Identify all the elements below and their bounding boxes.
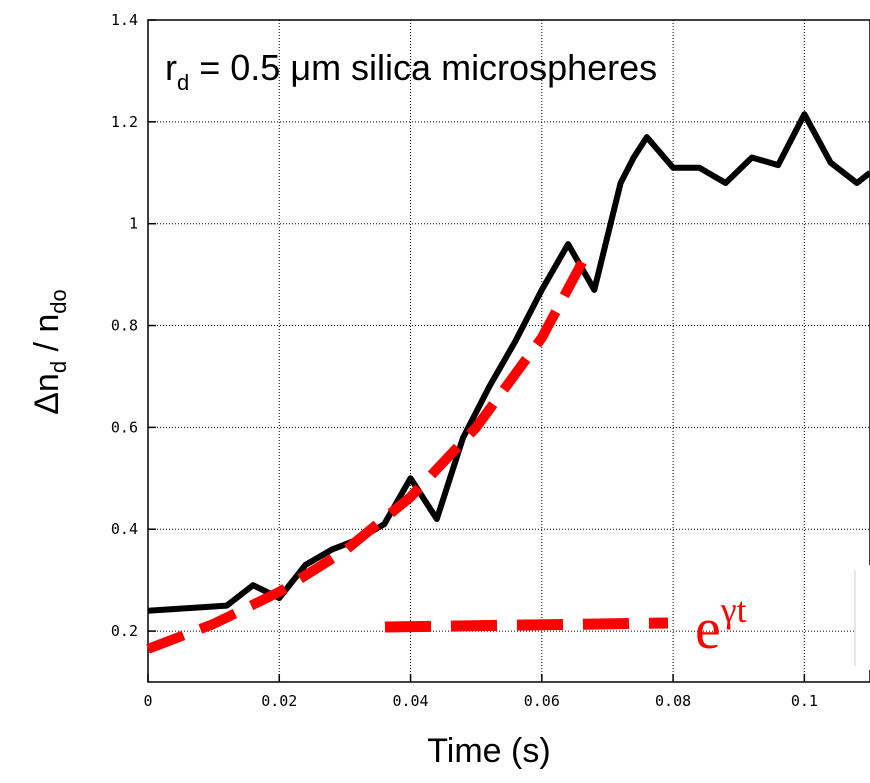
y-tick-label: 0.2 bbox=[111, 622, 138, 640]
legend-box bbox=[855, 565, 870, 670]
x-tick-label: 0.04 bbox=[392, 692, 428, 710]
legend-label: eγt bbox=[695, 590, 747, 661]
annotation-rest: = 0.5 μm silica microspheres bbox=[189, 47, 657, 88]
y-tick-label: 1 bbox=[129, 215, 138, 233]
annotation-sub: d bbox=[177, 70, 189, 95]
x-tick-label: 0.1 bbox=[791, 692, 818, 710]
ylabel-base: Δn bbox=[28, 373, 66, 415]
annotation: rd = 0.5 μm silica microspheres bbox=[165, 47, 657, 95]
ylabel-sub1: d bbox=[46, 361, 71, 373]
ticks bbox=[147, 19, 806, 682]
x-tick-label: 0.02 bbox=[261, 692, 297, 710]
ylabel-slash: / n bbox=[28, 314, 66, 361]
x-axis-title: Time (s) bbox=[427, 732, 550, 770]
grid bbox=[147, 19, 870, 682]
y-tick-label: 0.6 bbox=[111, 418, 138, 436]
legend: eγt bbox=[384, 565, 870, 670]
x-tick-label: 0.08 bbox=[655, 692, 691, 710]
x-tick-label: 0.06 bbox=[524, 692, 560, 710]
legend-label-base: e bbox=[695, 596, 721, 661]
tick-labels: 0.2 0.4 0.6 0.8 1 1.2 1.4 0 0.02 0.04 0.06 0.08 0.1 bbox=[111, 11, 818, 710]
y-tick-label: 1.4 bbox=[111, 11, 138, 29]
annotation-r: r bbox=[165, 47, 177, 88]
ylabel-sub2: do bbox=[46, 289, 71, 313]
x-tick-label: 0 bbox=[143, 692, 152, 710]
legend-line bbox=[384, 617, 669, 633]
series-line-measured bbox=[147, 111, 870, 614]
y-tick-label: 0.4 bbox=[111, 520, 138, 538]
legend-label-sup: γt bbox=[720, 590, 747, 630]
y-axis-title: Δnd / ndo bbox=[28, 289, 71, 415]
y-tick-label: 1.2 bbox=[111, 113, 138, 131]
series-line-fit bbox=[146, 249, 593, 654]
series-layer bbox=[146, 111, 870, 654]
y-tick-label: 0.8 bbox=[111, 317, 138, 335]
